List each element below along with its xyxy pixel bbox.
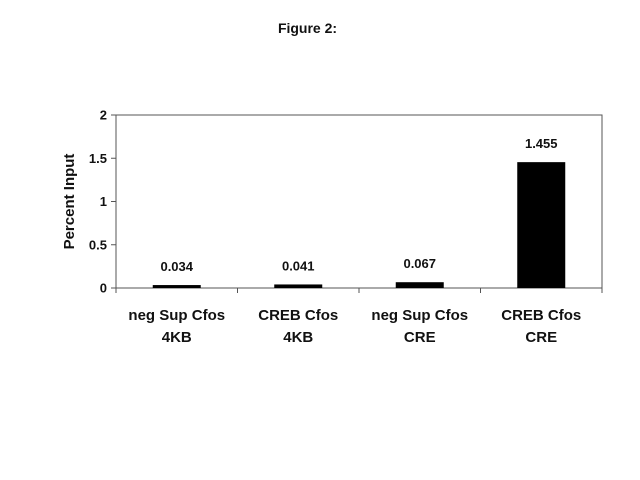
x-category-label: 4KB [162,329,192,346]
x-category-label: CRE [404,329,436,346]
bars [152,162,566,288]
y-tick-label: 0 [100,281,107,296]
x-category-label: neg Sup Cfos [371,307,468,324]
x-category-label: CREB Cfos [258,307,338,324]
y-tick-label: 2 [100,108,107,123]
category-labels: neg Sup Cfos 4KB CREB Cfos 4KB neg Sup Cfos C… [128,307,581,346]
bar-value-label: 0.041 [282,258,315,273]
figure-title: Figure 2: [277,20,338,36]
x-category-label: neg Sup Cfos [128,307,225,324]
bar-value-label: 0.067 [403,256,436,271]
y-axis-label-group: Percent Input [61,154,78,250]
bar [517,162,566,288]
y-tick-label: 0.5 [89,237,107,252]
x-category-label: 4KB [283,329,313,346]
y-axis-ticks: 0 0.5 1 1.5 2 [89,108,116,296]
y-tick-label: 1 [100,194,107,209]
bar [395,282,444,288]
y-axis-label: Percent Input [61,154,78,250]
x-axis-ticks [115,288,603,293]
value-labels: 0.034 0.041 0.067 1.455 [160,136,557,274]
y-tick-label: 1.5 [89,151,107,166]
bar [152,285,201,288]
x-category-label: CREB Cfos [501,307,581,324]
bar-value-label: 0.034 [160,259,193,274]
bar [274,284,323,288]
x-category-label: CRE [525,329,557,346]
bar-value-label: 1.455 [525,136,558,151]
